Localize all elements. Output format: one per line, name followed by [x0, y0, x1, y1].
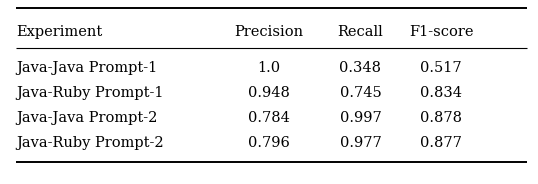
Text: Precision: Precision [235, 25, 303, 39]
Text: 0.348: 0.348 [339, 61, 381, 75]
Text: Java-Ruby Prompt-1: Java-Ruby Prompt-1 [16, 86, 164, 100]
Text: Java-Java Prompt-2: Java-Java Prompt-2 [16, 111, 158, 125]
Text: Experiment: Experiment [16, 25, 102, 39]
Text: 0.877: 0.877 [420, 136, 462, 150]
Text: F1-score: F1-score [409, 25, 473, 39]
Text: 1.0: 1.0 [258, 61, 280, 75]
Text: 0.948: 0.948 [248, 86, 290, 100]
Text: 0.834: 0.834 [420, 86, 462, 100]
Text: 0.796: 0.796 [248, 136, 290, 150]
Text: 0.997: 0.997 [339, 111, 381, 125]
Text: Recall: Recall [337, 25, 384, 39]
Text: Java-Ruby Prompt-2: Java-Ruby Prompt-2 [16, 136, 164, 150]
Text: 0.745: 0.745 [339, 86, 381, 100]
Text: 0.517: 0.517 [420, 61, 462, 75]
Text: 0.878: 0.878 [420, 111, 462, 125]
Text: 0.977: 0.977 [339, 136, 381, 150]
Text: Java-Java Prompt-1: Java-Java Prompt-1 [16, 61, 158, 75]
Text: 0.784: 0.784 [248, 111, 290, 125]
